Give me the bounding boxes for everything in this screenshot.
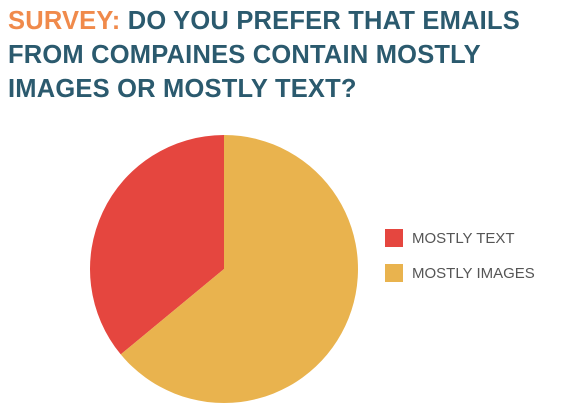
pie-slice [89,135,224,355]
pie-slice [120,135,358,403]
legend-label: MOSTLY TEXT [412,230,515,247]
legend-label: MOSTLY IMAGES [412,265,535,282]
legend-swatch [385,229,403,247]
legend-swatch [385,264,403,282]
title-text: DO YOU PREFER THAT EMAILS FROM COMPAINES… [8,7,520,103]
title-prefix: SURVEY: [8,7,121,35]
chart-title: SURVEY: DO YOU PREFER THAT EMAILS FROM C… [8,4,560,106]
